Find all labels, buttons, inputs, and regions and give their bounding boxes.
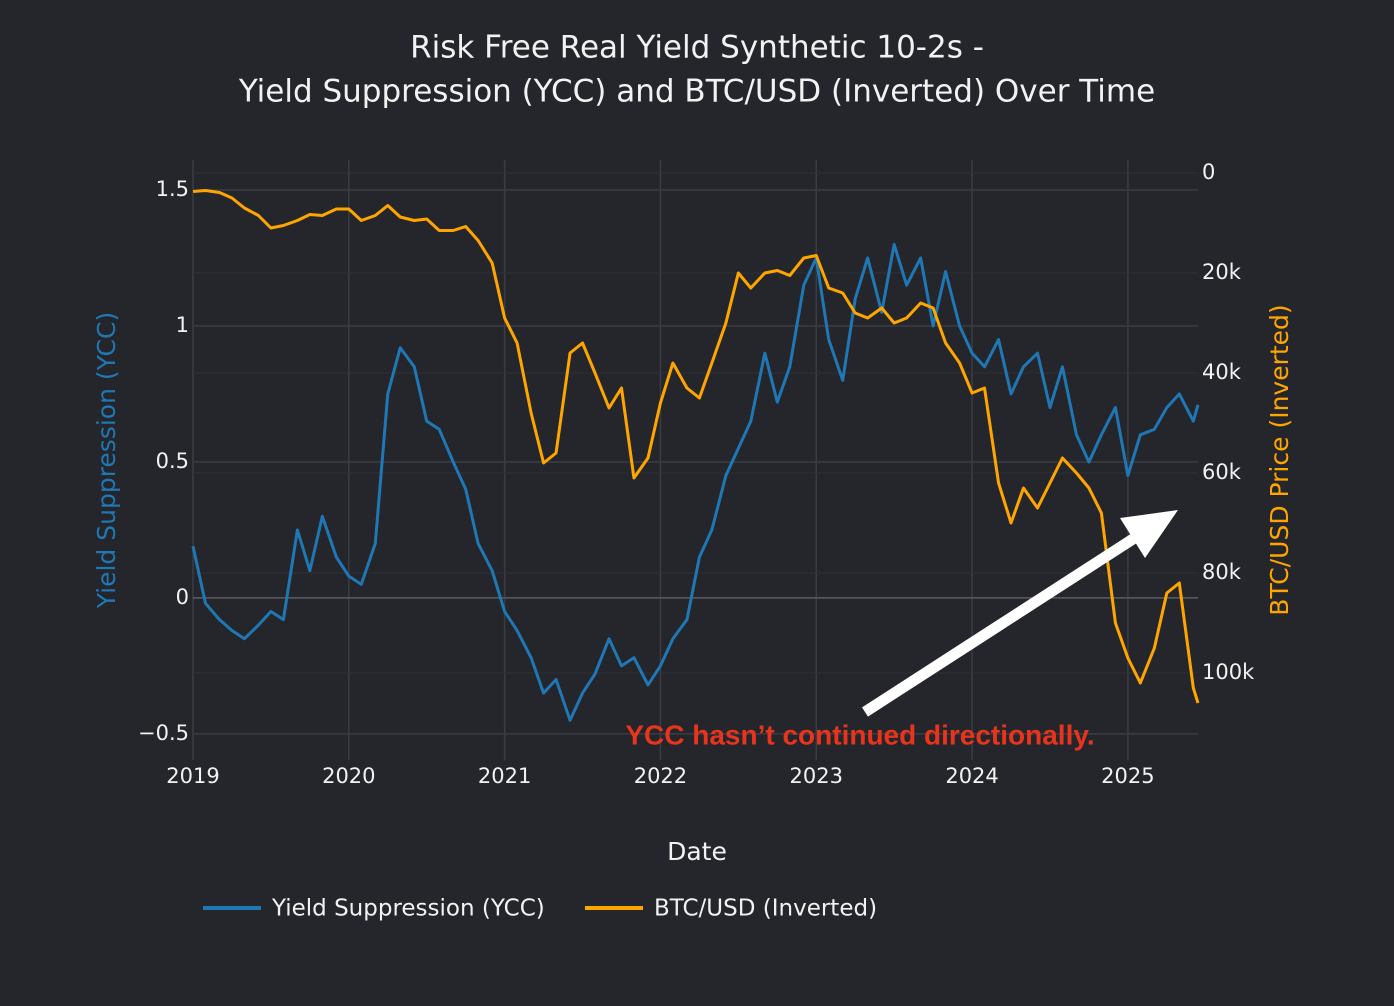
legend-label: Yield Suppression (YCC): [271, 896, 545, 922]
y-tick-label: 0.5: [156, 449, 189, 473]
annotation: YCC hasn’t continued directionally.: [625, 719, 1094, 750]
y2-tick-label: 100k: [1202, 660, 1255, 684]
x-tick-label: 2020: [322, 764, 375, 788]
chart-subtitle: Yield Suppression (YCC) and BTC/USD (Inv…: [238, 74, 1155, 110]
y-tick-label: −0.5: [138, 721, 189, 745]
y-tick-label: 1.5: [156, 177, 189, 201]
y2-tick-label: 0: [1202, 160, 1215, 184]
x-tick-label: 2023: [790, 764, 843, 788]
chart-title: Risk Free Real Yield Synthetic 10-2s -: [410, 30, 984, 66]
x-tick-label: 2022: [634, 764, 687, 788]
line-series: [191, 242, 1200, 722]
grid: 2019 2020 2021 2022 2023 2024 2025 −0.5 0 0.5 1 1.5…: [138, 160, 1255, 788]
arrow-shaft: [862, 523, 1153, 717]
x-tick-label: 2019: [166, 764, 219, 788]
y2-tick-label: 20k: [1202, 260, 1242, 284]
y-tick-label: 0: [176, 585, 189, 609]
x-tick-label: 2021: [478, 764, 531, 788]
plot-area: [191, 189, 1200, 722]
y-tick-label: 1: [176, 313, 189, 337]
arrow-head: [1120, 510, 1178, 558]
x-tick-label: 2024: [945, 764, 998, 788]
y2-tick-label: 80k: [1202, 560, 1242, 584]
legend: Yield Suppression (YCC) BTC/USD (Inverted…: [203, 896, 877, 922]
y2-tick-label: 40k: [1202, 360, 1242, 384]
x-axis-title: Date: [667, 837, 727, 866]
legend-label: BTC/USD (Inverted): [654, 896, 877, 922]
y-axis-title: Yield Suppression (YCC): [92, 312, 121, 609]
x-tick-label: 2025: [1101, 764, 1154, 788]
y2-axis-title: BTC/USD Price (Inverted): [1265, 304, 1294, 615]
line-series: [192, 189, 1200, 704]
y2-tick-label: 60k: [1202, 460, 1242, 484]
